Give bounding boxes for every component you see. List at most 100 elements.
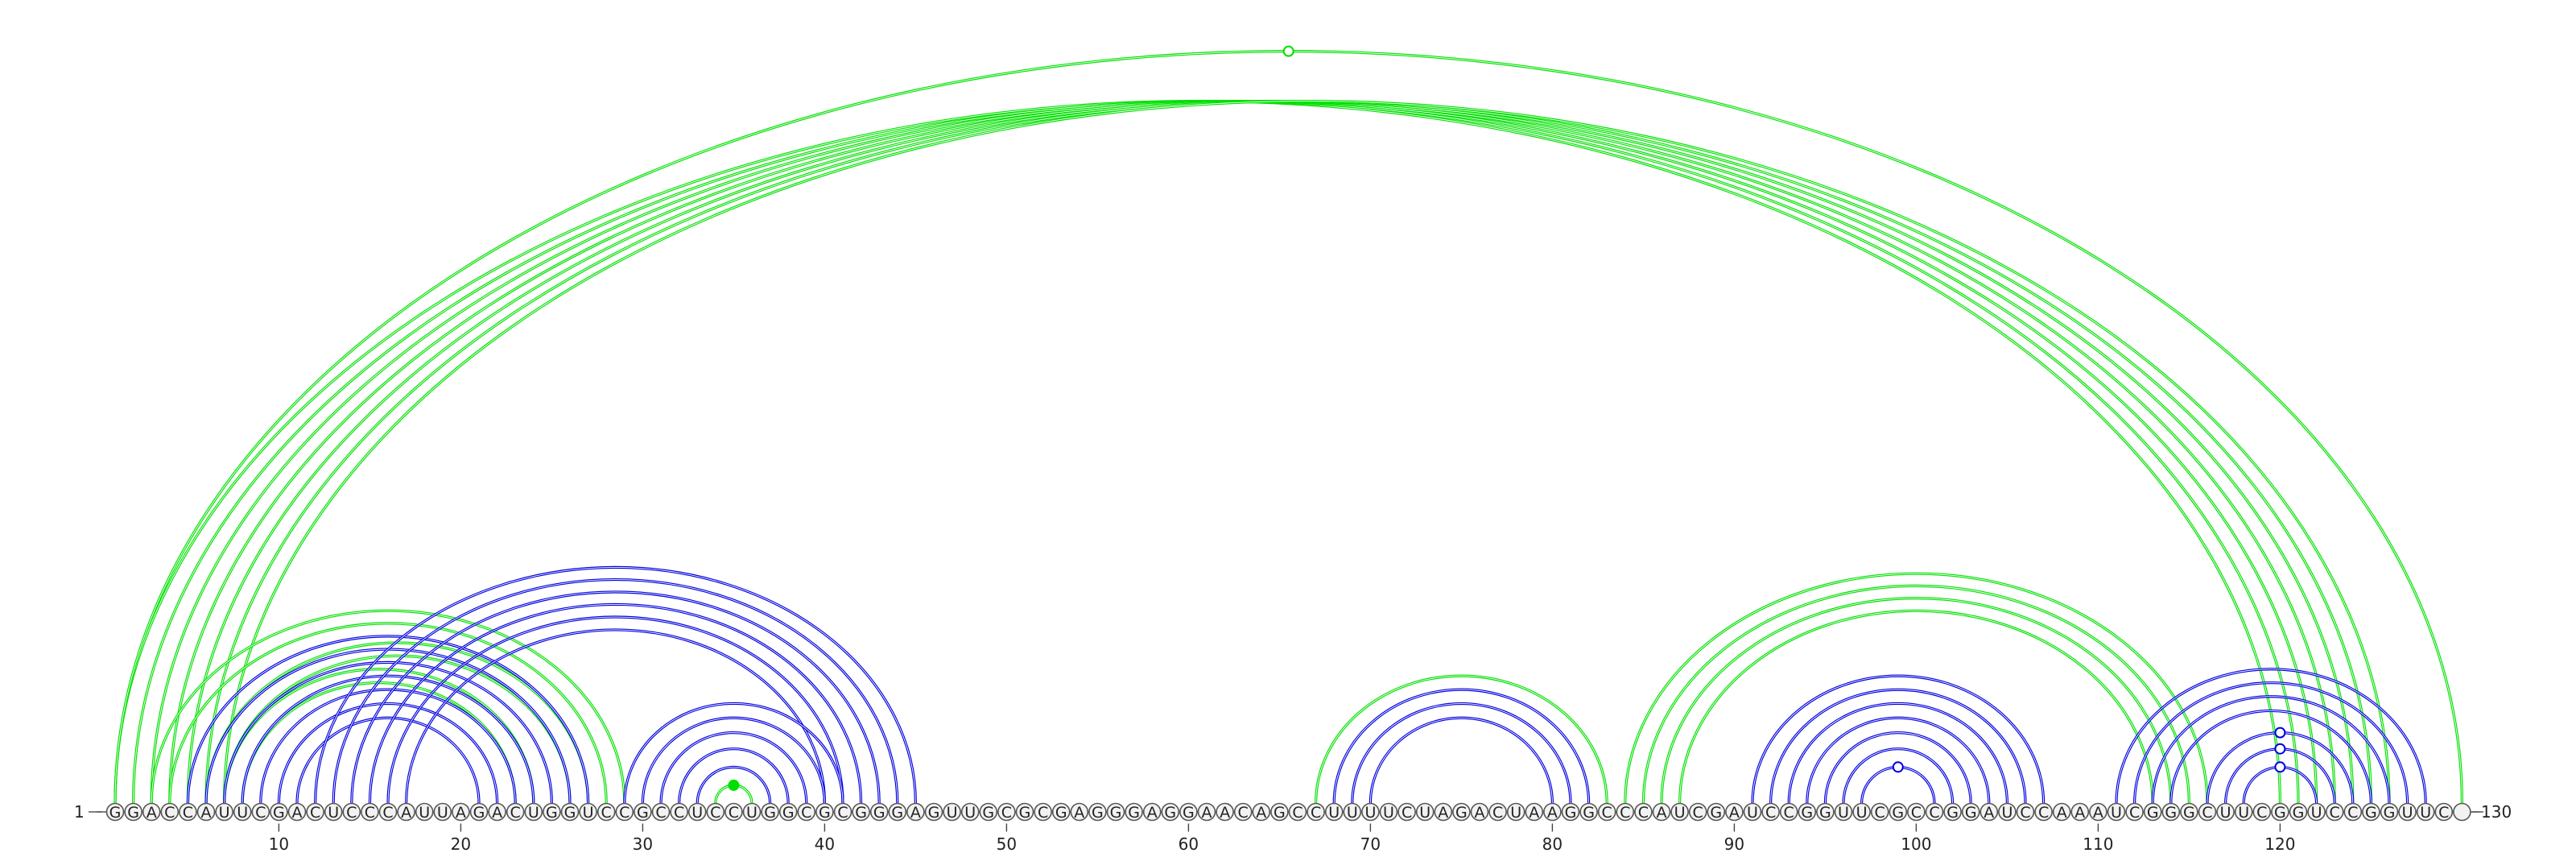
nucleotide-circle	[1125, 802, 1143, 822]
nucleotide: C	[2016, 802, 2035, 822]
nucleotide-letter: G	[546, 804, 558, 822]
nucleotide-letter: C	[255, 804, 266, 822]
nucleotide: G	[1452, 802, 1471, 822]
nucleotide-letter: G	[1892, 804, 1904, 822]
blue-arc-inner-29-41	[624, 703, 844, 804]
nucleotide: G	[979, 802, 998, 822]
nucleotide: C	[706, 802, 725, 822]
nucleotide-letter: G	[1455, 804, 1468, 822]
nucleotide-letter: G	[1819, 804, 1831, 822]
nucleotide-circle	[651, 802, 671, 822]
arcs-layer	[114, 45, 2463, 804]
nucleotide-circle	[724, 802, 743, 822]
nucleotide: U	[524, 802, 543, 822]
nucleotide-circle	[1288, 802, 1307, 822]
nucleotide-letter: C	[801, 804, 811, 822]
nucleotide-letter: C	[1765, 804, 1776, 822]
nucleotide: C	[160, 802, 180, 822]
nucleotide-letter: G	[2365, 804, 2377, 822]
nucleotide-letter: C	[1929, 804, 1939, 822]
nucleotide-letter: C	[674, 804, 684, 822]
nucleotide-circle	[1761, 802, 1780, 822]
nucleotide: A	[2052, 802, 2071, 822]
nucleotide-circle	[2180, 802, 2198, 822]
nucleotide: C	[724, 802, 743, 822]
nucleotide-letter: A	[456, 804, 466, 822]
nucleotide-letter: A	[2093, 804, 2103, 822]
green-arc-inner-4-28	[169, 623, 607, 804]
nucleotide-circle	[1852, 802, 1871, 822]
nucleotide-circle	[361, 802, 379, 822]
nucleotide-letter: C	[365, 804, 375, 822]
blue-arc-inner-14-43	[351, 591, 880, 804]
blue-arc-inner-11-21	[296, 717, 480, 804]
blue-open-marker	[2274, 761, 2286, 773]
green-arc-7-126	[223, 100, 2391, 804]
nucleotide-letter: C	[1311, 804, 1321, 822]
green-arc-inner-84-116	[1624, 573, 2208, 804]
nucleotide-circle	[1688, 802, 1707, 822]
nucleotide: A	[1725, 802, 1744, 822]
nucleotide: A	[1470, 802, 1489, 822]
blue-arc-inner-8-24	[242, 675, 535, 804]
nucleotide-circle	[433, 802, 452, 822]
green-arc-inner-87-113	[1679, 610, 2153, 804]
blue-open-marker	[2274, 727, 2286, 739]
nucleotide: C	[2125, 802, 2144, 822]
nucleotide-circle	[2216, 802, 2235, 822]
blue-arc-inner-70-80	[1369, 717, 1553, 804]
nucleotide: G	[778, 802, 798, 822]
nucleotide: C	[997, 802, 1016, 822]
nucleotide: U	[1998, 802, 2017, 822]
nucleotide: A	[452, 802, 470, 822]
nucleotide: U	[2307, 802, 2326, 822]
nucleotide-circle	[2362, 802, 2380, 822]
nucleotide-letter: G	[819, 804, 831, 822]
nucleotide-circle	[687, 802, 707, 822]
nucleotide: C	[797, 802, 816, 822]
nucleotide: C	[2198, 802, 2217, 822]
nucleotide: U	[2416, 802, 2435, 822]
nucleotide-circle	[2325, 802, 2344, 822]
nucleotide-circle	[1561, 802, 1580, 822]
nucleotide-letter: C	[164, 804, 175, 822]
nucleotide-letter: A	[1475, 804, 1485, 822]
nucleotide-letter: G	[891, 804, 903, 822]
nucleotide-circle	[1106, 802, 1125, 822]
nucleotide-circle	[670, 802, 688, 822]
nucleotide-circle	[2016, 802, 2035, 822]
nucleotide-circle	[1197, 802, 1216, 822]
blue-arc-inner-16-41	[387, 616, 844, 804]
tick-label: 10	[269, 834, 289, 854]
nucleotide	[2453, 802, 2471, 822]
nucleotide-circle	[196, 802, 216, 822]
nucleotide-circle	[1161, 802, 1180, 822]
nucleotide: G	[852, 802, 870, 822]
nucleotide-circle	[1907, 802, 1926, 822]
blue-arc-inner-32-38	[679, 748, 789, 804]
nucleotide-letter: G	[764, 804, 776, 822]
blue-arc-inner-12-45	[315, 567, 916, 804]
nucleotide-letter: C	[2202, 804, 2212, 822]
nucleotide-letter: C	[2256, 804, 2267, 822]
nucleotide-circle	[1216, 802, 1234, 822]
nucleotide: C	[833, 802, 852, 822]
blue-arc-inner-33-37	[696, 766, 771, 804]
nucleotide-circle	[815, 802, 834, 822]
nucleotide-letter: G	[637, 804, 649, 822]
nucleotide-circle	[2143, 802, 2162, 822]
nucleotide: C	[1779, 802, 1798, 822]
green-arc-1-130	[114, 50, 2463, 804]
nucleotide-circle	[2107, 802, 2126, 822]
nucleotide-circle	[1925, 802, 1944, 822]
nucleotide-letter: U	[437, 804, 448, 822]
nucleotide: G	[1579, 802, 1598, 822]
nucleotide: C	[1397, 802, 1416, 822]
nucleotide: C	[179, 802, 197, 822]
nucleotide: G	[2271, 802, 2289, 822]
green-arc-inner-86-114	[1661, 598, 2172, 804]
green-arc-4-123	[168, 100, 2336, 804]
nucleotide-letter: U	[1510, 804, 1521, 822]
blue-arc-inner-95-103	[1824, 732, 1971, 804]
nucleotide: G	[1088, 802, 1107, 822]
